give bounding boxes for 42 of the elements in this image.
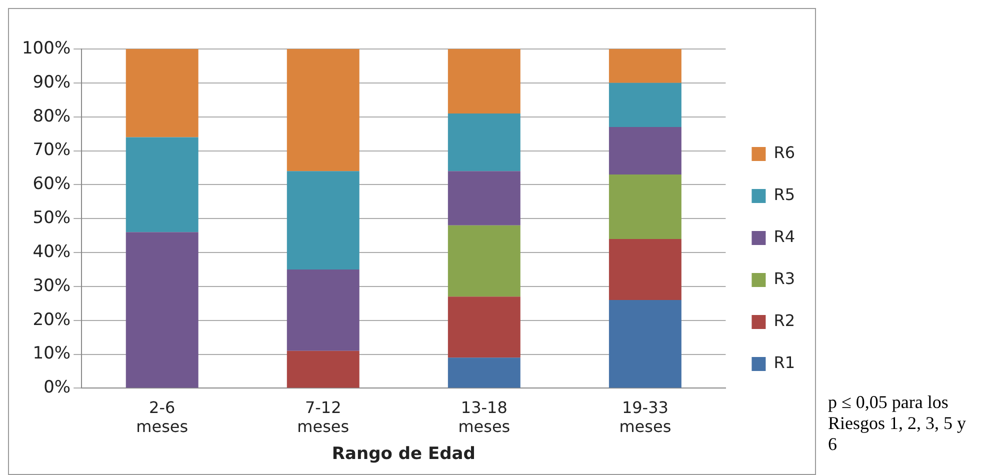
- bar: [286, 49, 360, 172]
- bar: [608, 127, 682, 175]
- y-tick-label: 10%: [32, 344, 71, 364]
- bar: [448, 358, 520, 388]
- text: p ≤ 0,05 para los Riesgos 1, 2, 3, 5 y 6: [828, 392, 968, 455]
- y-tick-label: 40%: [32, 242, 71, 262]
- y-tick-label: 90%: [32, 72, 71, 92]
- x-tick-label: 7-12 meses: [297, 398, 350, 436]
- y-tick-label: 50%: [32, 208, 71, 228]
- x-tick-label: 2-6 meses: [136, 398, 188, 436]
- bar: [126, 137, 198, 232]
- bar: [608, 174, 682, 239]
- bar: [126, 49, 198, 138]
- x-axis-title: Rango de Edad: [332, 444, 476, 464]
- bar: [448, 113, 520, 172]
- y-tick-label: 60%: [32, 174, 71, 194]
- bar: [608, 238, 682, 300]
- bar: [448, 171, 520, 226]
- bar: [448, 296, 520, 358]
- legend-label: R4: [774, 227, 795, 246]
- legend-label: R6: [774, 143, 795, 162]
- legend-label: R3: [774, 269, 795, 288]
- bar: [608, 49, 682, 83]
- bar: [286, 350, 360, 388]
- bar: [286, 269, 360, 351]
- x-tick-label: 19-33 meses: [619, 398, 672, 436]
- y-tick-label: 0%: [44, 378, 71, 398]
- bar: [126, 232, 198, 388]
- legend-label: R5: [774, 185, 795, 204]
- x-tick-label: 13-18 meses: [458, 398, 510, 436]
- y-tick-label: 70%: [32, 140, 71, 160]
- bar: [448, 225, 520, 297]
- bar: [448, 49, 520, 114]
- bar: [608, 82, 682, 128]
- legend-label: R2: [774, 311, 795, 330]
- y-tick-label: 30%: [32, 276, 71, 296]
- y-tick-label: 80%: [32, 106, 71, 126]
- legend-label: R1: [774, 353, 795, 372]
- y-tick-label: 100%: [22, 38, 71, 58]
- bar: [608, 300, 682, 388]
- bar: [286, 171, 360, 270]
- y-tick-label: 20%: [32, 310, 71, 330]
